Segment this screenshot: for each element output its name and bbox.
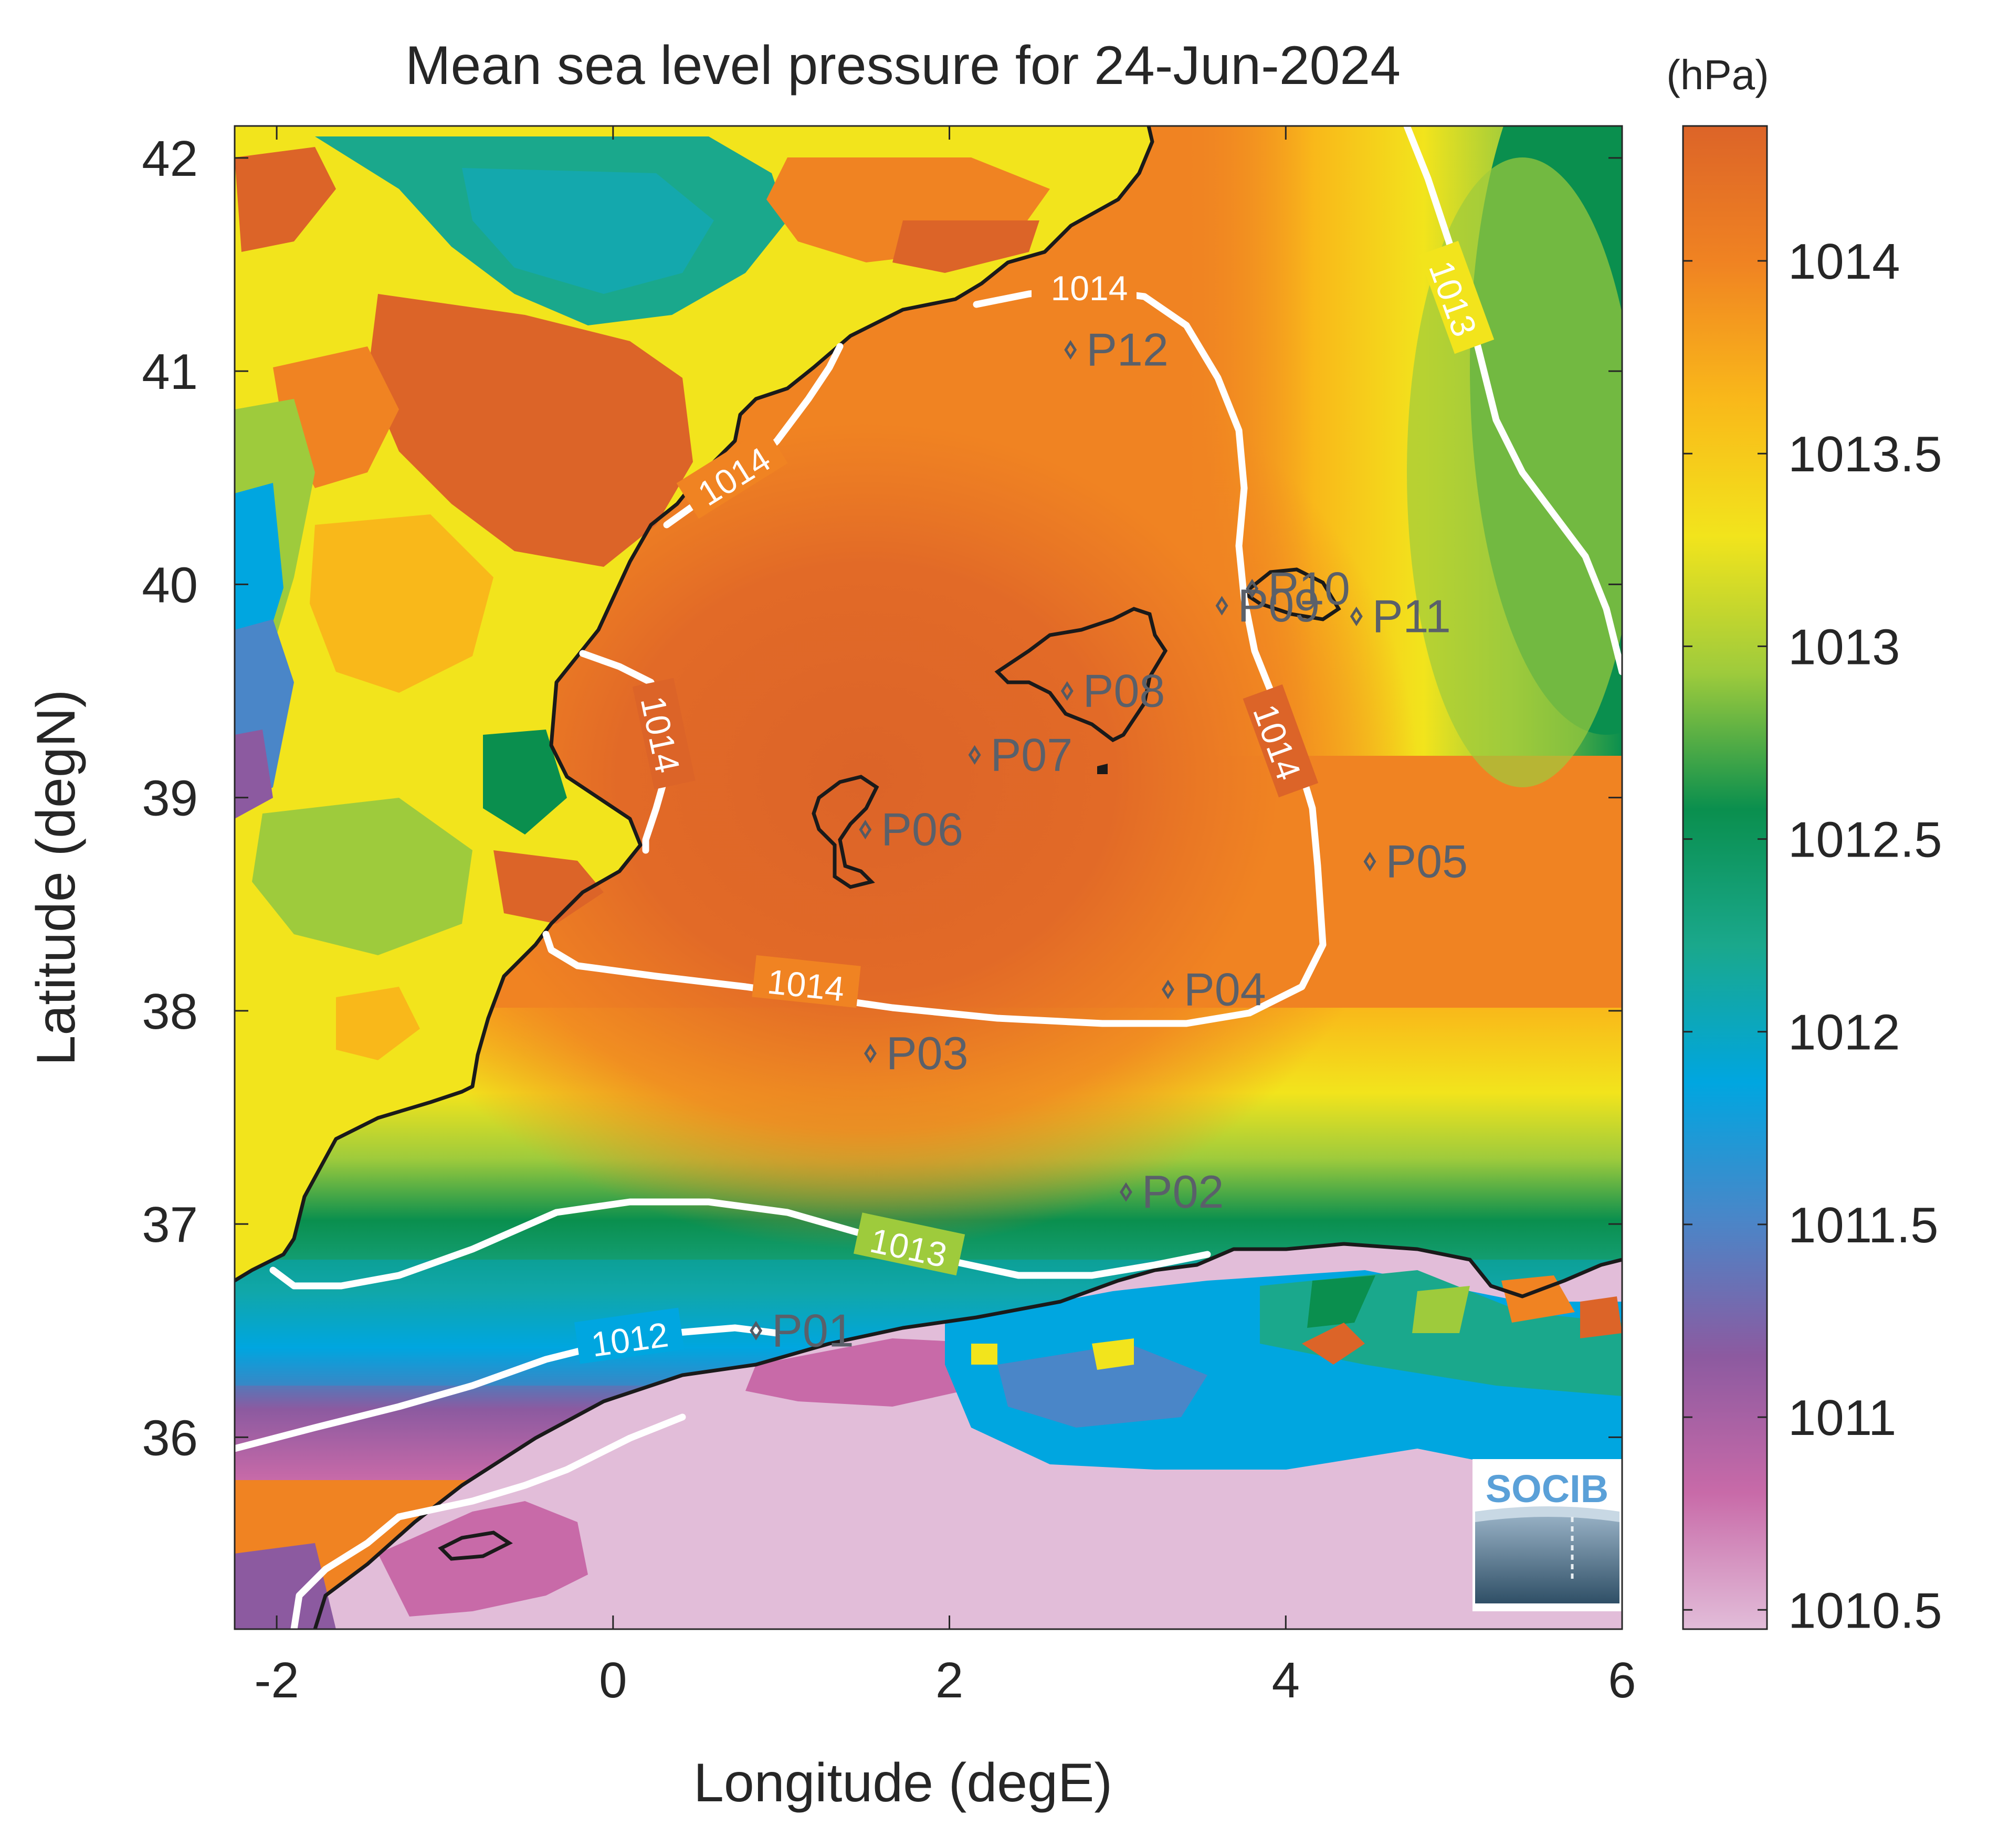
y-tick-label: 39 — [142, 770, 198, 827]
station-marker: P11 — [1350, 590, 1451, 642]
station-diamond-icon — [1215, 596, 1228, 616]
station-label: P06 — [881, 804, 963, 856]
x-axis-ticks: -2 0 2 4 6 — [254, 126, 1636, 1708]
y-tick-label: 41 — [142, 344, 198, 400]
colorbar-tick-label: 1010.5 — [1788, 1582, 1942, 1639]
y-tick-label: 37 — [142, 1197, 198, 1253]
station-label: P07 — [991, 728, 1073, 780]
station-diamond-icon — [1350, 606, 1363, 626]
station-label: P10 — [1268, 563, 1350, 615]
station-diamond-icon — [1060, 681, 1074, 701]
station-diamond-icon — [1119, 1182, 1132, 1202]
colorbar-tick-label: 1014 — [1788, 234, 1900, 290]
station-marker: P08 — [1060, 665, 1165, 717]
map-frame — [234, 125, 1623, 1630]
y-tick-label: 40 — [142, 557, 198, 613]
station-marker: P05 — [1363, 836, 1468, 888]
island-menorca — [1241, 567, 1341, 621]
isobar-1012 — [235, 1324, 781, 1452]
x-tick-label: -2 — [254, 1652, 299, 1708]
y-tick-label: 38 — [142, 984, 198, 1040]
y-axis-label: Latitude (degN) — [26, 690, 87, 1066]
contour-label: 1014 — [765, 962, 846, 1009]
station-diamond-icon — [1064, 340, 1077, 360]
x-tick-label: 4 — [1272, 1652, 1300, 1708]
station-marker: P12 — [1064, 324, 1169, 376]
colorbar-tick-label: 1012.5 — [1788, 812, 1942, 868]
station-marker: P07 — [968, 728, 1073, 780]
station-label: P05 — [1385, 836, 1468, 888]
station-marker: P06 — [859, 804, 963, 856]
isobar-1012-south — [290, 1413, 686, 1629]
station-diamond-icon — [1162, 979, 1174, 999]
y-axis-ticks: 36 37 38 39 40 41 42 — [142, 131, 1622, 1466]
x-tick-label: 6 — [1608, 1652, 1636, 1708]
island-cabrera — [1097, 764, 1108, 774]
island-alboran — [438, 1530, 513, 1561]
colorbar-units: (hPa) — [1666, 51, 1769, 98]
station-diamond-icon — [1363, 851, 1376, 872]
colorbar-tick-label: 1012 — [1788, 1005, 1900, 1061]
station-marker: P10 — [1246, 563, 1350, 615]
socib-logo-text: SOCIB — [1486, 1467, 1608, 1511]
station-marker: P03 — [864, 1027, 969, 1079]
colorbar-ticks: 1010.5 1011 1011.5 1012 1012.5 1013 1013.5 1014 — [1683, 234, 1942, 1639]
colorbar — [1682, 125, 1768, 1630]
colorbar-tick-label: 1011.5 — [1788, 1197, 1939, 1253]
isobar-1013-south — [269, 1198, 1211, 1290]
station-diamond-icon — [750, 1321, 763, 1340]
station-label: P04 — [1184, 963, 1266, 1015]
station-diamond-icon — [859, 819, 872, 840]
station-diamond-icon — [1246, 578, 1259, 599]
y-tick-label: 36 — [142, 1410, 198, 1466]
x-tick-label: 2 — [935, 1652, 963, 1708]
station-marker: P02 — [1119, 1166, 1224, 1218]
station-label: P01 — [772, 1304, 854, 1356]
map-title: Mean sea level pressure for 24-Jun-2024 — [405, 35, 1401, 96]
coastline — [235, 126, 1622, 1629]
contour-label: 1014 — [1051, 269, 1128, 308]
y-tick-label: 42 — [142, 131, 198, 187]
pressure-field: 1014 1014 1014 1014 1014 1013 — [235, 126, 1622, 1629]
island-ibiza — [812, 775, 879, 889]
station-label: P08 — [1083, 665, 1165, 717]
station-label: P03 — [886, 1027, 969, 1079]
station-diamond-icon — [864, 1043, 877, 1063]
isobar-1013-east — [1403, 126, 1622, 675]
station-marker: P09 — [1215, 579, 1320, 631]
colorbar-tick-label: 1013 — [1788, 619, 1900, 675]
station-label: P12 — [1086, 324, 1169, 376]
station-label: P09 — [1238, 579, 1320, 631]
x-tick-label: 0 — [599, 1652, 627, 1708]
x-axis-label: Longitude (degE) — [693, 1752, 1112, 1813]
socib-logo: SOCIB — [1472, 1459, 1622, 1611]
colorbar-tick-label: 1013.5 — [1788, 426, 1942, 482]
station-marker: P01 — [750, 1304, 854, 1356]
station-label: P11 — [1372, 590, 1451, 642]
station-marker: P04 — [1162, 963, 1266, 1015]
station-label: P02 — [1142, 1166, 1224, 1218]
island-mallorca — [994, 607, 1168, 743]
station-diamond-icon — [968, 745, 981, 765]
colorbar-tick-label: 1011 — [1788, 1390, 1896, 1446]
